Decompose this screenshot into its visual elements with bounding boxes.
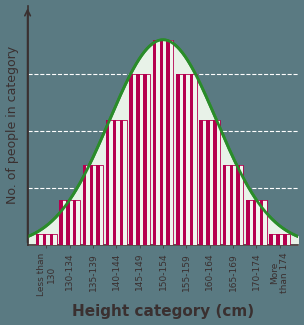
Bar [153, 40, 173, 245]
Bar [59, 200, 80, 245]
Bar [83, 165, 103, 245]
Bar [40, 234, 43, 245]
Bar [269, 234, 273, 245]
Bar [260, 200, 263, 245]
Bar [93, 165, 96, 245]
Bar [109, 120, 113, 245]
Bar [59, 200, 63, 245]
Bar [130, 74, 150, 245]
Bar [43, 234, 46, 245]
Bar [153, 40, 156, 245]
Bar [213, 120, 216, 245]
Bar [106, 120, 109, 245]
Bar [90, 165, 93, 245]
Bar [143, 74, 147, 245]
Bar [133, 74, 136, 245]
Bar [240, 165, 243, 245]
Bar [66, 200, 70, 245]
Bar [186, 74, 190, 245]
Bar [176, 74, 180, 245]
Bar [123, 120, 126, 245]
Bar [116, 120, 120, 245]
Bar [263, 200, 267, 245]
Bar [253, 200, 256, 245]
Bar [250, 200, 253, 245]
Bar [120, 120, 123, 245]
Bar [246, 200, 267, 245]
Bar [46, 234, 50, 245]
Bar [193, 74, 197, 245]
Bar [230, 165, 233, 245]
Bar [226, 165, 230, 245]
Bar [130, 74, 133, 245]
Bar [256, 200, 260, 245]
Bar [166, 40, 170, 245]
Bar [140, 74, 143, 245]
Bar [203, 120, 206, 245]
Bar [269, 234, 290, 245]
Bar [160, 40, 163, 245]
Bar [183, 74, 186, 245]
Bar [163, 40, 166, 245]
Bar [36, 234, 57, 245]
Bar [136, 74, 140, 245]
Bar [199, 120, 220, 245]
Bar [147, 74, 150, 245]
Bar [223, 165, 226, 245]
Bar [237, 165, 240, 245]
Bar [63, 200, 66, 245]
Bar [233, 165, 237, 245]
Bar [86, 165, 90, 245]
Bar [106, 120, 126, 245]
Bar [190, 74, 193, 245]
Bar [170, 40, 173, 245]
Bar [96, 165, 100, 245]
Bar [70, 200, 73, 245]
Bar [73, 200, 77, 245]
Bar [287, 234, 290, 245]
Bar [50, 234, 53, 245]
Bar [216, 120, 220, 245]
Bar [113, 120, 116, 245]
Bar [77, 200, 80, 245]
Bar [283, 234, 287, 245]
Bar [180, 74, 183, 245]
Bar [223, 165, 243, 245]
X-axis label: Height category (cm): Height category (cm) [72, 305, 254, 319]
Bar [280, 234, 283, 245]
Bar [53, 234, 57, 245]
Bar [246, 200, 250, 245]
Bar [206, 120, 210, 245]
Bar [36, 234, 40, 245]
Bar [276, 234, 280, 245]
Bar [199, 120, 203, 245]
Bar [210, 120, 213, 245]
Bar [100, 165, 103, 245]
Bar [176, 74, 197, 245]
Bar [83, 165, 86, 245]
Bar [273, 234, 276, 245]
Bar [156, 40, 160, 245]
Y-axis label: No. of people in category: No. of people in category [5, 46, 19, 204]
